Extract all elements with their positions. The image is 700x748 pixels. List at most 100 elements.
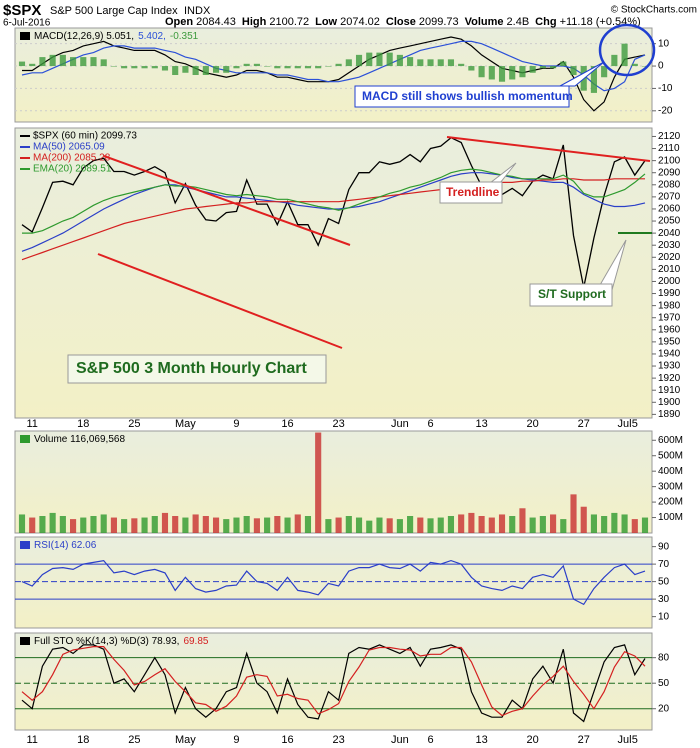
histogram-bar [417, 59, 424, 67]
histogram-bar [192, 66, 199, 75]
y-tick-label: 1900 [658, 397, 681, 408]
histogram-bar [396, 54, 403, 67]
trendline [103, 155, 351, 246]
histogram-bar [182, 66, 189, 73]
histogram-bar [212, 66, 220, 73]
credit: © StockCharts.com [611, 5, 697, 16]
series-line [22, 36, 646, 112]
exchange: INDX [184, 5, 211, 17]
histogram-bar [325, 66, 332, 67]
quote-value: 2.4B [507, 16, 530, 28]
histogram-bar [478, 66, 485, 78]
y-tick-label: 1890 [658, 409, 681, 420]
x-tick-label: 6 [427, 734, 433, 746]
volume-bar [80, 517, 87, 533]
histogram-bar [366, 52, 373, 67]
annotation: S/T Support [538, 287, 606, 301]
legend-swatch [20, 435, 30, 443]
histogram-bar [427, 59, 434, 67]
volume-bar [49, 512, 56, 533]
volume-bar [590, 514, 597, 533]
y-tick-label: -20 [658, 105, 673, 116]
quote-label: Low [315, 16, 337, 28]
y-tick-label: 2100 [658, 155, 681, 166]
x-tick-label: 11 [27, 418, 38, 430]
legend-entry: -0.351 [170, 31, 199, 42]
volume-bar [447, 516, 455, 533]
volume-bar [212, 517, 220, 533]
volume-bar [601, 516, 608, 533]
histogram-bar [601, 66, 608, 78]
volume-bar [631, 519, 638, 533]
volume-bar [335, 517, 342, 533]
trendline [446, 136, 651, 162]
panel-background [14, 632, 653, 731]
volume-bar [294, 514, 301, 533]
legend-entry: 69.85 [183, 636, 208, 647]
histogram-bar [110, 66, 117, 67]
y-tick-label: 2040 [658, 228, 681, 239]
volume-bar [274, 516, 281, 533]
histogram-bar [243, 63, 250, 67]
y-tick-label: 100M [658, 512, 683, 523]
volume-bar [39, 516, 46, 533]
histogram-bar [264, 66, 271, 67]
legend-entry: Volume 116,069,568 [34, 434, 125, 445]
y-tick-label: 2000 [658, 276, 681, 287]
chart-layer: 10 0 -10 -20 MACD(12,26,9) 5.051, 5.402, -0.35… [14, 27, 683, 746]
x-tick-label: 9 [233, 734, 239, 746]
volume-bar [580, 506, 587, 533]
panel-background [14, 430, 653, 534]
callout-box [529, 283, 613, 307]
legend-entry: MA(200) 2085.28 [33, 153, 111, 164]
volume-bar [18, 514, 26, 533]
volume-bar [264, 517, 271, 533]
callout-box [354, 85, 570, 108]
x-tick-label: 13 [475, 734, 487, 746]
histogram-bar [488, 66, 495, 80]
x-tick-label: 27 [578, 418, 590, 430]
y-tick-label: 1930 [658, 361, 681, 372]
x-tick-label: Jun [391, 418, 409, 430]
histogram-bar [80, 57, 87, 67]
volume-bar [386, 518, 393, 533]
quote-label: Open [165, 16, 193, 28]
histogram-bar [90, 57, 97, 67]
x-tick-label: 25 [128, 418, 140, 430]
volume-bar [29, 517, 36, 533]
histogram-bar [304, 66, 312, 69]
y-tick-label: 0 [658, 61, 664, 72]
volume-bar [223, 519, 230, 533]
histogram-bar [560, 61, 567, 67]
volume-bar [202, 516, 209, 533]
series-line [21, 178, 645, 261]
histogram-bar [590, 66, 597, 93]
quote-value: 2084.43 [196, 16, 236, 28]
y-tick-label: 1980 [658, 300, 681, 311]
volume-bar [478, 516, 485, 533]
volume-bar [141, 517, 148, 533]
volume-bar [529, 517, 536, 533]
histogram-bar [335, 63, 342, 67]
y-tick-label: 1910 [658, 385, 681, 396]
histogram-bar [621, 43, 628, 67]
volume-bar [641, 517, 649, 533]
volume-bar [345, 516, 352, 533]
histogram-bar [345, 59, 352, 67]
x-tick-label: 9 [233, 418, 239, 430]
volume-bar [376, 517, 383, 533]
x-tick-label: 20 [527, 418, 539, 430]
volume-bar [498, 514, 506, 533]
volume-bar [192, 514, 199, 533]
x-tick-label: May [175, 734, 196, 746]
callout-box [439, 181, 503, 204]
quote-value: 2074.02 [340, 16, 380, 28]
y-tick-label: 2010 [658, 264, 681, 275]
histogram-bar [18, 61, 26, 67]
histogram-bar [100, 59, 107, 67]
y-tick-label: 500M [658, 450, 683, 461]
y-tick-label: 30 [658, 594, 670, 605]
volume-bar [407, 516, 414, 533]
x-tick-label: Jun [391, 734, 409, 746]
volume-bar [427, 518, 434, 533]
